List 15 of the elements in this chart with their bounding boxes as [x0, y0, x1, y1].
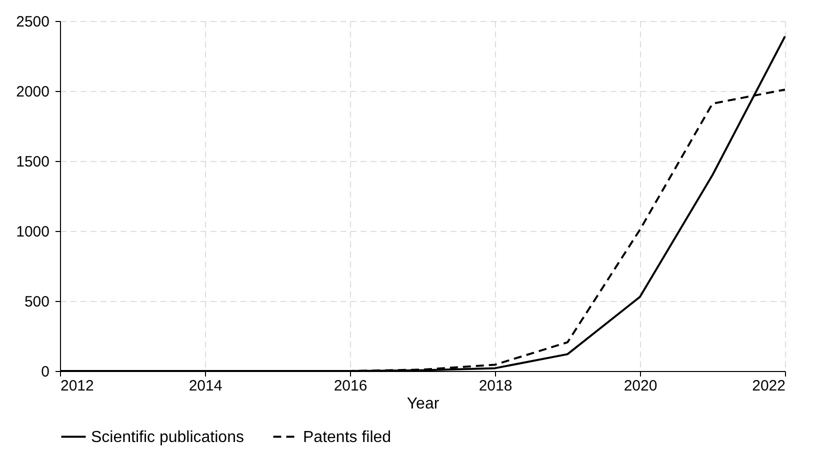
y-tick-label: 1500 — [16, 154, 50, 170]
y-tick-label: 2500 — [16, 14, 50, 30]
x-tick-label: 2020 — [624, 378, 658, 394]
x-tick-label: 2022 — [752, 378, 786, 394]
legend-label: Patents filed — [303, 428, 392, 446]
legend-label: Scientific publications — [91, 428, 244, 446]
y-tick-label: 0 — [41, 364, 50, 380]
x-tick-label: 2016 — [334, 378, 368, 394]
x-axis-title: Year — [406, 396, 440, 412]
y-tick-label: 500 — [24, 294, 50, 310]
x-tick-label: 2018 — [478, 378, 512, 394]
x-tick-label: 2012 — [60, 378, 94, 394]
y-tick-label: 2000 — [16, 84, 50, 100]
y-tick-label: 1000 — [16, 224, 50, 240]
x-tick-label: 2014 — [188, 378, 222, 394]
